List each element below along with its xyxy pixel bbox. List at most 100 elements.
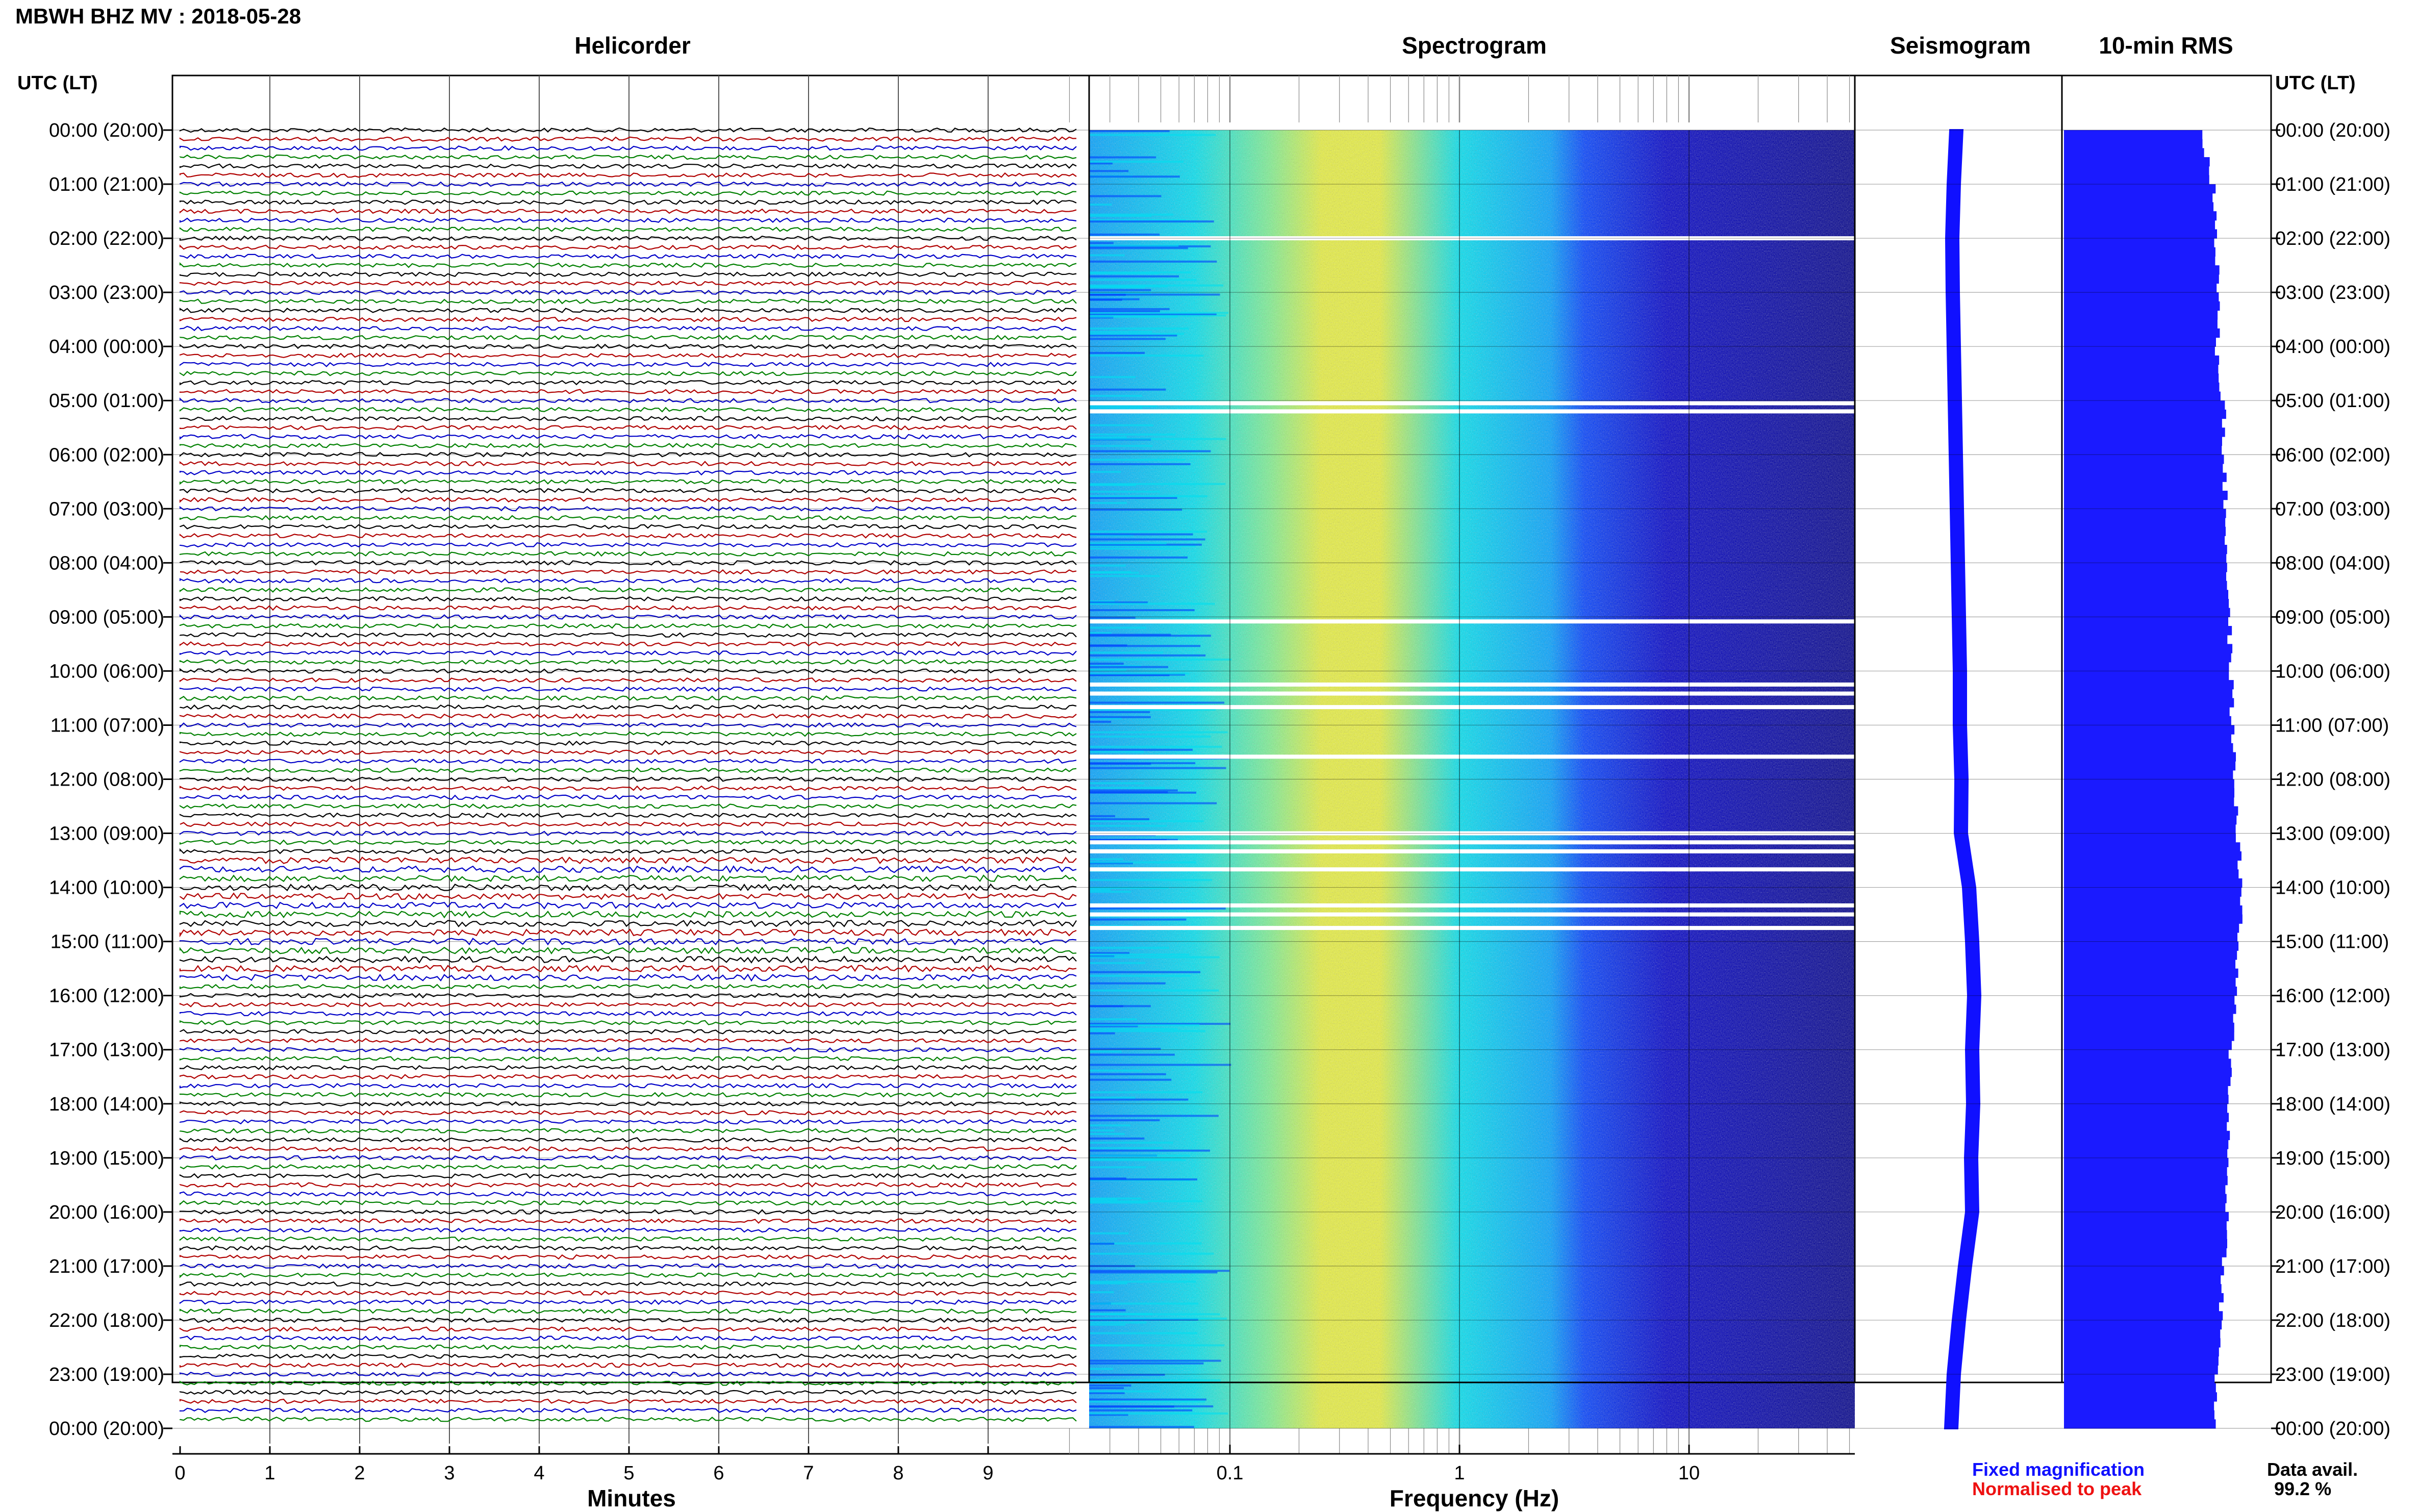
- spectrogram-lowfreq-band: [1089, 644, 1127, 647]
- rms-bar: [2064, 1004, 2236, 1014]
- left-time-label: 16:00 (12:00): [49, 986, 164, 1007]
- rms-bar: [2064, 1086, 2228, 1095]
- spectrogram-lowfreq-band: [1089, 1374, 1165, 1376]
- right-time-label: 02:00 (22:00): [2275, 228, 2390, 249]
- left-time-label: 02:00 (22:00): [49, 228, 164, 249]
- spectrogram-lowfreq-band: [1089, 1201, 1148, 1204]
- spectrogram-lowfreq-band: [1089, 762, 1196, 765]
- left-time-label: 19:00 (15:00): [49, 1148, 164, 1169]
- rms-bar: [2064, 490, 2228, 500]
- helicorder-trace: [179, 965, 1077, 973]
- spectrogram-lowfreq-band: [1089, 1400, 1205, 1403]
- rms-bar: [2064, 626, 2232, 636]
- rms-bar: [2064, 923, 2239, 933]
- spectrogram-lowfreq-band: [1089, 293, 1126, 296]
- helicorder-trace: [179, 928, 1077, 938]
- rms-bar: [2064, 941, 2239, 951]
- spectrogram-lowfreq-band: [1089, 953, 1190, 956]
- spectrogram-data-gap: [1089, 867, 1855, 872]
- spectrogram-lowfreq-band: [1089, 471, 1121, 473]
- spectrogram-lowfreq-band: [1089, 672, 1189, 675]
- spectrogram-lowfreq-band: [1089, 338, 1166, 340]
- helicorder-trace: [179, 1002, 1077, 1007]
- spectrogram-lowfreq-band: [1089, 204, 1112, 206]
- spectrogram-lowfreq-band: [1089, 956, 1220, 959]
- spectrogram-xlabel: Frequency (Hz): [1389, 1485, 1559, 1511]
- spectrogram-lowfreq-band: [1089, 254, 1125, 257]
- spectrogram-lowfreq-band: [1089, 1368, 1114, 1370]
- helicorder-trace: [179, 856, 1077, 865]
- spectrogram-lowfreq-band: [1089, 1124, 1130, 1127]
- spectrogram-lowfreq-band: [1089, 407, 1143, 409]
- spectrogram-lowfreq-band: [1089, 818, 1150, 820]
- helicorder-trace: [179, 1344, 1077, 1350]
- rms-bar: [2064, 391, 2221, 401]
- rms-bar: [2064, 1149, 2228, 1158]
- left-time-label: 04:00 (00:00): [49, 336, 164, 358]
- helicorder-trace: [179, 830, 1077, 836]
- helicorder-trace: [179, 515, 1077, 521]
- spectrogram-lowfreq-band: [1089, 484, 1137, 486]
- rms-bar: [2064, 977, 2236, 987]
- helicorder-trace: [179, 955, 1077, 964]
- helicorder-x-tick-label: 3: [444, 1463, 455, 1484]
- right-time-label: 16:00 (12:00): [2275, 986, 2390, 1007]
- helicorder-trace: [179, 892, 1077, 900]
- helicorder-trace: [179, 946, 1077, 954]
- rms-bar: [2064, 860, 2238, 870]
- helicorder-trace: [179, 506, 1077, 512]
- right-time-label: 17:00 (13:00): [2275, 1040, 2390, 1061]
- right-time-label: 04:00 (00:00): [2275, 336, 2390, 358]
- helicorder-trace: [179, 407, 1077, 413]
- spectrogram-lowfreq-band: [1089, 952, 1130, 954]
- spectrogram-lowfreq-band: [1089, 601, 1148, 604]
- helicorder-trace: [179, 271, 1077, 278]
- rms-bar: [2064, 1230, 2227, 1240]
- rms-bar: [2064, 824, 2236, 834]
- helicorder-trace: [179, 172, 1077, 178]
- rms-bar: [2064, 563, 2227, 572]
- rms-bar: [2064, 1212, 2229, 1222]
- rms-bar: [2064, 896, 2240, 906]
- helicorder-trace: [179, 1137, 1077, 1143]
- rms-bar: [2064, 1122, 2227, 1131]
- spectrogram-data-gap: [1089, 619, 1855, 624]
- right-time-label: 09:00 (05:00): [2275, 607, 2390, 628]
- spectrogram-lowfreq-band: [1089, 1270, 1230, 1272]
- spectrogram-lowfreq-band: [1089, 1344, 1144, 1347]
- helicorder-trace: [179, 551, 1077, 557]
- rms-bar: [2064, 1095, 2229, 1104]
- left-time-label: 20:00 (16:00): [49, 1202, 164, 1223]
- rms-bar: [2064, 1293, 2224, 1303]
- helicorder-trace: [179, 984, 1077, 990]
- helicorder-trace: [179, 1407, 1077, 1414]
- rms-bar: [2064, 355, 2220, 365]
- rms-bar: [2064, 1356, 2219, 1366]
- spectrogram-lowfreq-band: [1089, 1030, 1206, 1032]
- spectrogram-lowfreq-band: [1089, 1149, 1211, 1152]
- spectrogram-lowfreq-band: [1089, 1384, 1131, 1387]
- rms-bar: [2064, 256, 2215, 266]
- rms-bar: [2064, 779, 2234, 789]
- spectrogram-lowfreq-band: [1089, 918, 1187, 921]
- spectrogram-title: Spectrogram: [1402, 32, 1547, 59]
- rms-panel: [2061, 74, 2272, 1429]
- spectrogram-lowfreq-band: [1089, 170, 1129, 172]
- spectrogram-lowfreq-band: [1089, 609, 1195, 612]
- helicorder-trace: [179, 677, 1077, 683]
- rms-bar: [2064, 536, 2225, 545]
- spectrogram-lowfreq-band: [1089, 195, 1162, 197]
- rms-bar: [2064, 770, 2233, 780]
- rms-bar: [2064, 238, 2214, 248]
- helicorder-trace: [179, 524, 1077, 530]
- spectrogram-lowfreq-band: [1089, 496, 1177, 499]
- spectrogram-lowfreq-band: [1089, 275, 1179, 278]
- helicorder-trace: [179, 1371, 1077, 1377]
- spectrogram-lowfreq-band: [1089, 285, 1168, 288]
- helicorder-trace: [179, 389, 1077, 394]
- spectrogram-lowfreq-band: [1089, 782, 1145, 785]
- data-availability-label: Data avail.: [2267, 1459, 2358, 1480]
- rms-bar: [2064, 166, 2209, 175]
- right-time-label: 11:00 (07:00): [2275, 715, 2389, 736]
- rms-bar: [2064, 409, 2226, 419]
